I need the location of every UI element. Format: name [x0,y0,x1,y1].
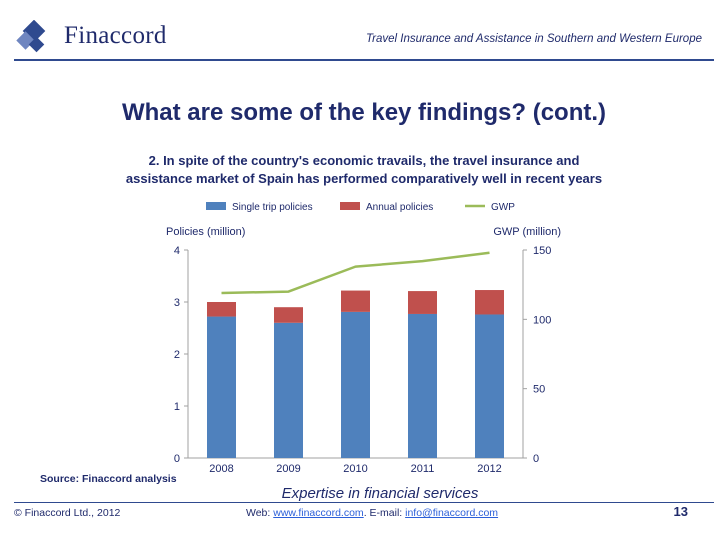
bar-annual-policies-2008 [207,302,236,317]
left-tick-label: 1 [174,401,180,413]
email-link[interactable]: info@finaccord.com [405,507,499,519]
bar-annual-policies-2009 [274,307,303,323]
header-divider [14,59,714,61]
legend-label: Single trip policies [232,202,313,213]
bar-single-trip-policies-2012 [475,314,504,458]
left-tick-label: 4 [174,245,180,257]
finaccord-logo-icon [16,20,46,53]
chart-title-line-2: assistance market of Spain has performed… [125,171,603,186]
x-tick-label: 2010 [343,463,367,475]
chart-title-line-1: 2. In spite of the country's economic tr… [148,153,580,168]
source-note: Source: Finaccord analysis [40,473,177,485]
right-axis-title: GWP (million) [493,226,561,238]
left-tick-label: 3 [174,297,180,309]
left-axis-title: Policies (million) [166,226,245,238]
contact-line: Web: www.finaccord.com. E-mail: info@fin… [246,507,498,519]
x-tick-label: 2011 [411,463,435,475]
header-title: Travel Insurance and Assistance in South… [365,33,702,45]
footer-divider [14,502,714,503]
right-tick-label: 50 [533,384,545,396]
bar-annual-policies-2011 [408,291,437,314]
right-tick-label: 0 [533,453,539,465]
bar-annual-policies-2010 [341,290,370,312]
right-tick-label: 150 [533,245,551,257]
bar-single-trip-policies-2010 [341,311,370,458]
copyright: © Finaccord Ltd., 2012 [14,507,121,519]
chart-title: 2. In spite of the country's economic tr… [60,152,668,188]
page-number: 13 [673,504,688,519]
bar-annual-policies-2012 [475,290,504,315]
bar-single-trip-policies-2009 [274,322,303,458]
x-tick-label: 2012 [477,463,501,475]
bar-single-trip-policies-2008 [207,316,236,458]
legend-swatch [206,202,226,210]
legend-label: Annual policies [366,202,433,213]
email-label: . E-mail: [363,507,406,519]
gwp-line [221,251,490,295]
left-tick-label: 0 [174,453,180,465]
legend-swatch [340,202,360,210]
bar-single-trip-policies-2011 [408,313,437,458]
left-tick-label: 2 [174,349,180,361]
right-tick-label: 100 [533,314,551,326]
logo-text: Finaccord [64,22,167,49]
x-tick-label: 2009 [276,463,300,475]
legend-label: GWP [491,202,515,213]
slide-title: What are some of the key findings? (cont… [121,99,607,126]
tagline: Expertise in financial services [281,485,479,502]
website-link[interactable]: www.finaccord.com [273,507,364,519]
web-label: Web: [246,507,274,519]
x-tick-label: 2008 [209,463,233,475]
